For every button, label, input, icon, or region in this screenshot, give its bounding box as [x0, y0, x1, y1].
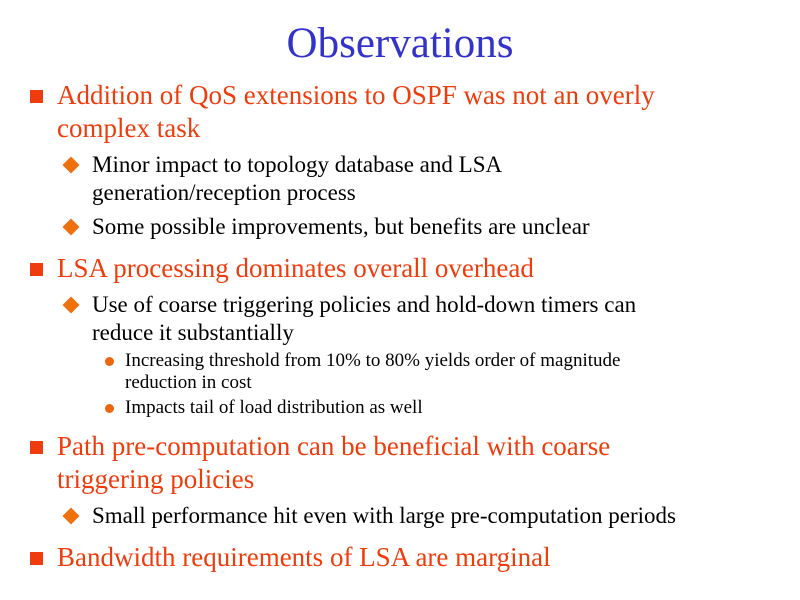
bullet-text: Bandwidth requirements of LSA are margin… [57, 542, 551, 573]
bullet-text: Small performance hit even with large pr… [92, 503, 676, 529]
bullet-item-level2: Minor impact to topology database and LS… [0, 151, 800, 207]
diamond-bullet-icon [62, 156, 80, 174]
bullet-text: LSA processing dominates overall overhea… [57, 253, 534, 284]
bullet-text: Use of coarse triggering policies and ho… [92, 292, 637, 346]
bullet-item-level1: Bandwidth requirements of LSA are margin… [0, 541, 800, 574]
diamond-bullet-icon [62, 507, 80, 525]
bullet-text: Some possible improvements, but benefits… [92, 214, 590, 240]
bullet-item-level2: Some possible improvements, but benefits… [0, 213, 800, 241]
bullet-text: Minor impact to topology database and LS… [92, 152, 503, 206]
square-bullet-icon [30, 441, 43, 455]
bullet-item-level3: Impacts tail of load distribution as wel… [0, 397, 800, 419]
square-bullet-icon [30, 263, 43, 277]
bullet-item-level2: Small performance hit even with large pr… [0, 502, 800, 530]
bullet-list: Addition of QoS extensions to OSPF was n… [0, 79, 800, 574]
diamond-bullet-icon [62, 218, 80, 236]
bullet-text: Addition of QoS extensions to OSPF was n… [57, 80, 655, 144]
diamond-bullet-icon [62, 296, 80, 314]
slide-title: Observations [286, 20, 514, 67]
bullet-item-level1: Addition of QoS extensions to OSPF was n… [0, 79, 800, 145]
bullet-item-level1: LSA processing dominates overall overhea… [0, 252, 800, 285]
bullet-text: Impacts tail of load distribution as wel… [125, 397, 423, 419]
bullet-item-level3: Increasing threshold from 10% to 80% yie… [0, 350, 800, 394]
circle-bullet-icon [105, 404, 114, 414]
bullet-text: Increasing threshold from 10% to 80% yie… [125, 350, 621, 394]
bullet-text: Path pre-computation can be beneficial w… [57, 431, 611, 495]
bullet-item-level2: Use of coarse triggering policies and ho… [0, 291, 800, 347]
circle-bullet-icon [105, 357, 114, 367]
square-bullet-icon [30, 552, 43, 566]
bullet-item-level1: Path pre-computation can be beneficial w… [0, 430, 800, 496]
square-bullet-icon [30, 90, 43, 104]
